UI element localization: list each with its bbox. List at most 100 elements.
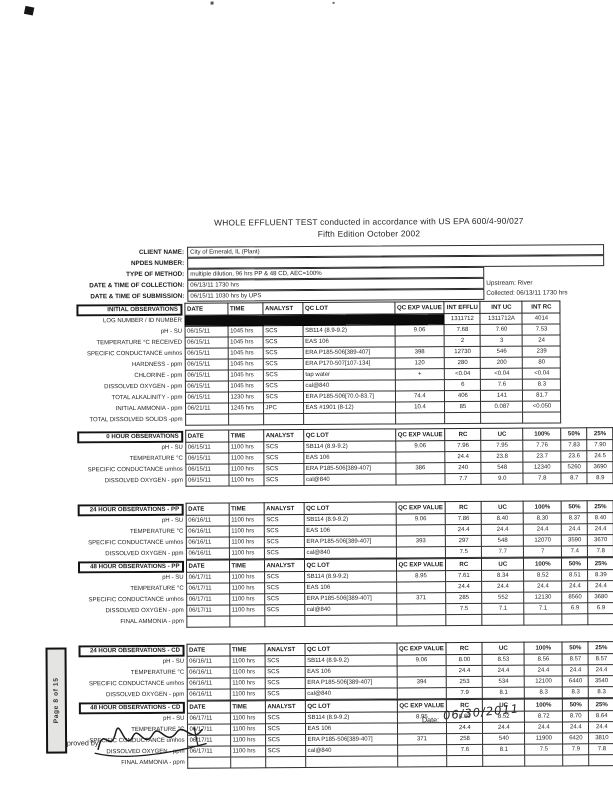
row-label: INITIAL AMMONIA - ppm	[38, 403, 185, 415]
cell: tap water	[303, 369, 395, 381]
cell: 141	[481, 390, 523, 401]
cell: 8.37	[562, 513, 588, 524]
cell: 8.64	[589, 711, 613, 722]
cell: 06/15/11	[185, 326, 228, 337]
cell: SCS	[265, 735, 305, 746]
cell: EAS #1901 (8-12)	[303, 402, 395, 414]
cell: 81.7	[523, 390, 561, 401]
cell: 7.68	[444, 324, 480, 335]
row-label: SPECIFIC CONDUCTANCE umhos	[39, 537, 186, 549]
section-title-cell: 24 HOUR OBSERVATIONS - PP	[39, 503, 186, 516]
cell: 24.4	[525, 722, 563, 733]
cell	[445, 412, 481, 423]
cell: 1100 hrs	[229, 526, 264, 537]
column-header: INT UC	[480, 301, 522, 313]
column-header: QC LOT	[305, 700, 397, 713]
cell: 7.95	[481, 440, 523, 451]
cell	[396, 547, 446, 558]
cell: 06/16/11	[186, 537, 229, 548]
cell: 394	[397, 677, 447, 688]
cell: 24.4	[483, 722, 525, 733]
cell: 24.4	[524, 665, 562, 676]
cell: SCS	[265, 689, 305, 700]
cell	[395, 336, 445, 347]
cell: 7.8	[589, 744, 613, 755]
cell: 8.3	[563, 687, 589, 698]
cell: 548	[481, 462, 523, 473]
cell	[397, 688, 447, 699]
cell	[228, 414, 263, 425]
cell	[395, 474, 445, 485]
cell: 200	[481, 357, 523, 368]
cell: cal@840	[303, 380, 395, 392]
cell: SB114 (8.9-9.2)	[303, 441, 395, 453]
cell: 8560	[562, 592, 588, 603]
column-header: INT EFFLU	[444, 301, 480, 313]
cell: 9.06	[395, 325, 445, 336]
cell: 8.00	[446, 654, 482, 665]
cell: 24.4	[446, 665, 482, 676]
section-title-cell: 0 HOUR OBSERVATIONS	[38, 430, 185, 443]
cell: SCS	[263, 326, 303, 337]
cell: 8.40	[482, 513, 524, 524]
cell: 24.4	[482, 665, 524, 676]
cell: 386	[395, 463, 445, 474]
row-label: DISSOLVED OXYGEN - ppm	[39, 605, 186, 617]
cell: 120	[395, 358, 445, 369]
cell: 24.4	[589, 722, 613, 733]
cell: 8.40	[588, 513, 613, 524]
section-title-cell: INITIAL OBSERVATIONS	[37, 303, 184, 316]
cell	[396, 525, 446, 536]
column-header: DATE	[184, 303, 227, 315]
cell: 5260	[561, 462, 587, 473]
cell: 23.7	[523, 451, 561, 462]
cell: 7.1	[524, 603, 562, 614]
row-label: CHLORINE - ppm	[38, 370, 185, 382]
cell: SCS	[264, 583, 304, 594]
cell: 1100 hrs	[229, 537, 264, 548]
cell	[397, 756, 447, 767]
cell: 85	[445, 401, 481, 412]
cell: 7.5	[525, 744, 563, 755]
cell: ERA P185-506[389-407]	[305, 734, 397, 746]
column-header: DATE	[186, 503, 229, 515]
column-header: TIME	[229, 644, 264, 656]
cell: SB114 (8.9-9.2)	[303, 325, 395, 337]
cell: 9.0	[481, 473, 523, 484]
cell: 1100 hrs	[230, 746, 265, 757]
cell: 1100 hrs	[228, 442, 263, 453]
column-header: 100%	[524, 558, 562, 570]
cell: 8.57	[562, 654, 588, 665]
cell: 7.7	[445, 473, 481, 484]
cell	[483, 755, 525, 766]
cell: 1100 hrs	[228, 453, 263, 464]
column-header: UC	[481, 428, 523, 440]
cell: 06/15/11	[185, 392, 228, 403]
cell: 8.52	[524, 570, 562, 581]
cell: 06/16/11	[187, 656, 230, 667]
cell: 06/17/11	[186, 594, 229, 605]
column-header: DATE	[186, 644, 229, 656]
cell: 7.60	[481, 324, 523, 335]
cell: 546	[481, 346, 523, 357]
cell: EAS 106	[303, 452, 395, 464]
signature	[94, 717, 214, 763]
cell	[305, 756, 397, 768]
cell: 7.86	[446, 513, 482, 524]
cell: 1045 hrs	[228, 337, 263, 348]
section-title: INITIAL OBSERVATIONS	[76, 303, 182, 316]
cell: 8.57	[588, 654, 613, 665]
cell: 12100	[525, 676, 563, 687]
cell: EAS 106	[304, 582, 396, 594]
cell: 1311712A	[480, 313, 522, 324]
cell: 24.4	[482, 581, 524, 592]
cell: SCS	[264, 594, 304, 605]
cell: 7.61	[446, 570, 482, 581]
row-label: SPECIFIC CONDUCTANCE umhos	[38, 464, 185, 476]
cell: 1045 hrs	[228, 348, 263, 359]
cell: 8.30	[524, 513, 562, 524]
row-label: DISSOLVED OXYGEN - ppm	[39, 548, 186, 560]
